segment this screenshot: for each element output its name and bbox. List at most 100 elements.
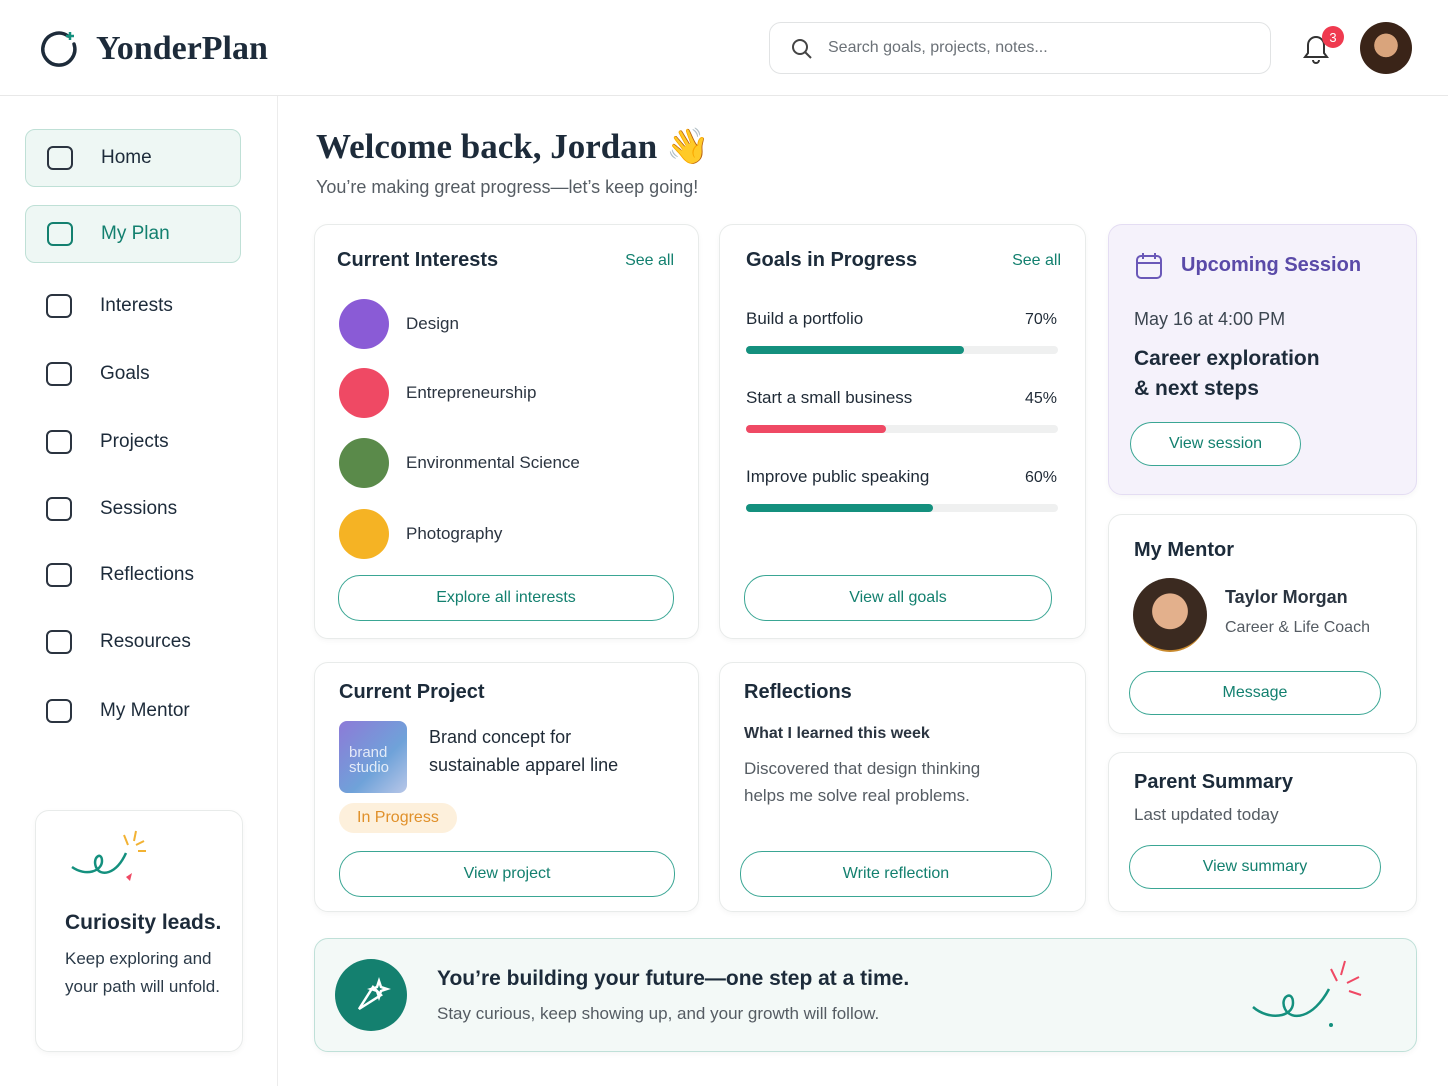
calendar-icon: [1136, 253, 1162, 279]
session-card: Upcoming Session May 16 at 4:00 PM Caree…: [1108, 224, 1417, 495]
nav-item[interactable]: Interests: [25, 277, 241, 335]
session-topic: Career exploration & next steps: [1134, 347, 1320, 400]
interest-icon: [339, 368, 389, 418]
squiggle: [1252, 960, 1362, 1027]
interest-name: Photography: [406, 524, 503, 543]
banner-title: You’re building your future—one step at …: [437, 967, 910, 990]
explore-button[interactable]: Explore all interests: [338, 575, 674, 621]
search-box[interactable]: Search goals, projects, notes...: [769, 22, 1271, 74]
nav-icon: [46, 699, 72, 723]
sidebar-card-title: Curiosity leads.: [65, 911, 222, 934]
welcome-subtitle: You’re making great progress—let’s keep …: [316, 177, 699, 197]
mentor-avatar: [1133, 578, 1207, 652]
nav-item[interactable]: Projects: [25, 413, 241, 471]
reflection-button[interactable]: Write reflection: [740, 851, 1052, 897]
project-button[interactable]: View project: [339, 851, 675, 897]
card-title: Current Project: [339, 681, 485, 703]
nav-label: My Mentor: [100, 700, 190, 721]
card-title: Goals in Progress: [746, 249, 918, 271]
search-placeholder: Search goals, projects, notes...: [828, 39, 1048, 56]
project-card: Current Project brand studio Brand conce…: [314, 662, 699, 912]
card-title: Upcoming Session: [1181, 254, 1362, 276]
goal-name: Improve public speaking: [746, 467, 930, 486]
nav-item[interactable]: My Plan: [25, 205, 241, 263]
nav-item[interactable]: Home: [25, 129, 241, 187]
nav-icon: [46, 430, 72, 454]
see-all[interactable]: See all: [625, 252, 674, 269]
goal-name: Start a small business: [746, 388, 913, 407]
status-pill: In Progress: [339, 803, 457, 833]
nav-label: Home: [101, 147, 152, 168]
card-title: Reflections: [744, 681, 852, 703]
reflection-text: Discovered that design thinking helps me…: [744, 759, 981, 805]
session-button[interactable]: View session: [1130, 422, 1301, 466]
nav-item[interactable]: Goals: [25, 345, 241, 403]
session-date: May 16 at 4:00 PM: [1134, 309, 1286, 329]
project-thumbnail: brand studio: [339, 721, 407, 793]
sidebar-card: Curiosity leads. Keep exploring and your…: [35, 810, 243, 1052]
summary-button[interactable]: View summary: [1129, 845, 1381, 889]
mentor-role: Career & Life Coach: [1225, 619, 1370, 636]
nav-label: Resources: [100, 631, 191, 652]
banner-text: Stay curious, keep showing up, and your …: [437, 1004, 880, 1023]
card-title: Parent Summary: [1134, 771, 1293, 793]
goals-button[interactable]: View all goals: [744, 575, 1052, 621]
logo-icon: [41, 31, 77, 67]
progress-bar: [746, 425, 887, 433]
goal-percent: 45%: [1024, 390, 1057, 407]
message-button[interactable]: Message: [1129, 671, 1381, 715]
squiggle: [71, 830, 146, 881]
progress-bar: [746, 504, 934, 512]
interests-card: Current Interests See all Explore all in…: [314, 224, 699, 639]
nav-label: Reflections: [100, 564, 194, 585]
welcome-title: Welcome back, Jordan 👋: [316, 127, 710, 166]
interest-name: Entrepreneurship: [406, 383, 537, 402]
nav-icon: [46, 362, 72, 386]
sidebar: Curiosity leads. Keep exploring and your…: [0, 96, 278, 1086]
parent-updated: Last updated today: [1134, 805, 1279, 824]
goal-percent: 60%: [1024, 469, 1057, 486]
nav-item[interactable]: Resources: [25, 613, 241, 671]
interest-icon: [339, 299, 389, 349]
search-icon: [792, 39, 812, 59]
interest-icon: [339, 438, 389, 488]
banner: You’re building your future—one step at …: [314, 938, 1417, 1052]
nav-label: My Plan: [101, 223, 170, 244]
banner-icon: [335, 959, 407, 1031]
brand: YonderPlan: [96, 30, 268, 67]
bell-icon[interactable]: [1300, 30, 1334, 66]
nav-icon: [46, 563, 72, 587]
goals-card: Goals in Progress See all View all goals…: [719, 224, 1086, 639]
see-all[interactable]: See all: [1012, 252, 1061, 269]
nav-icon: [47, 222, 73, 246]
progress-track: [746, 504, 1058, 512]
project-name: Brand concept for sustainable apparel li…: [429, 727, 619, 775]
nav-item[interactable]: Sessions: [25, 480, 241, 538]
nav-item[interactable]: Reflections: [25, 546, 241, 604]
nav-icon: [46, 630, 72, 654]
nav-label: Projects: [100, 431, 169, 452]
user-avatar[interactable]: [1360, 22, 1412, 74]
nav-item[interactable]: My Mentor: [25, 682, 241, 740]
nav-icon: [46, 497, 72, 521]
header: YonderPlan Search goals, projects, notes…: [0, 0, 1448, 96]
reflections-card: Reflections What I learned this week Dis…: [719, 662, 1086, 912]
mentor-card: My Mentor Taylor Morgan Career & Life Co…: [1108, 514, 1417, 734]
goal-name: Build a portfolio: [746, 309, 864, 328]
sidebar-card-text: Keep exploring and your path will unfold…: [65, 949, 220, 996]
mentor-name: Taylor Morgan: [1225, 587, 1348, 607]
interest-name: Environmental Science: [406, 453, 580, 472]
interest-icon: [339, 509, 389, 559]
goal-percent: 70%: [1024, 311, 1057, 328]
progress-bar: [746, 346, 965, 354]
reflection-heading: What I learned this week: [744, 725, 930, 742]
parent-card: Parent Summary Last updated today View s…: [1108, 752, 1417, 912]
nav-icon: [47, 146, 73, 170]
card-title: My Mentor: [1134, 539, 1234, 561]
nav-label: Sessions: [100, 498, 178, 519]
interest-name: Design: [406, 314, 459, 333]
progress-track: [746, 346, 1058, 354]
sparkle: [357, 977, 391, 1011]
